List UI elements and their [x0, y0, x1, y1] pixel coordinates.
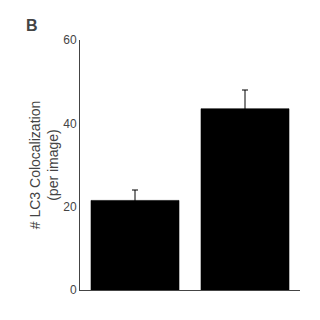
svg-text:0: 0: [70, 283, 77, 297]
svg-text:40: 40: [63, 117, 77, 131]
svg-text:# LC3 Colocalization(per image: # LC3 Colocalization(per image): [27, 101, 61, 229]
svg-text:B: B: [26, 17, 38, 34]
svg-text:20: 20: [63, 200, 77, 214]
svg-text:60: 60: [63, 33, 77, 47]
